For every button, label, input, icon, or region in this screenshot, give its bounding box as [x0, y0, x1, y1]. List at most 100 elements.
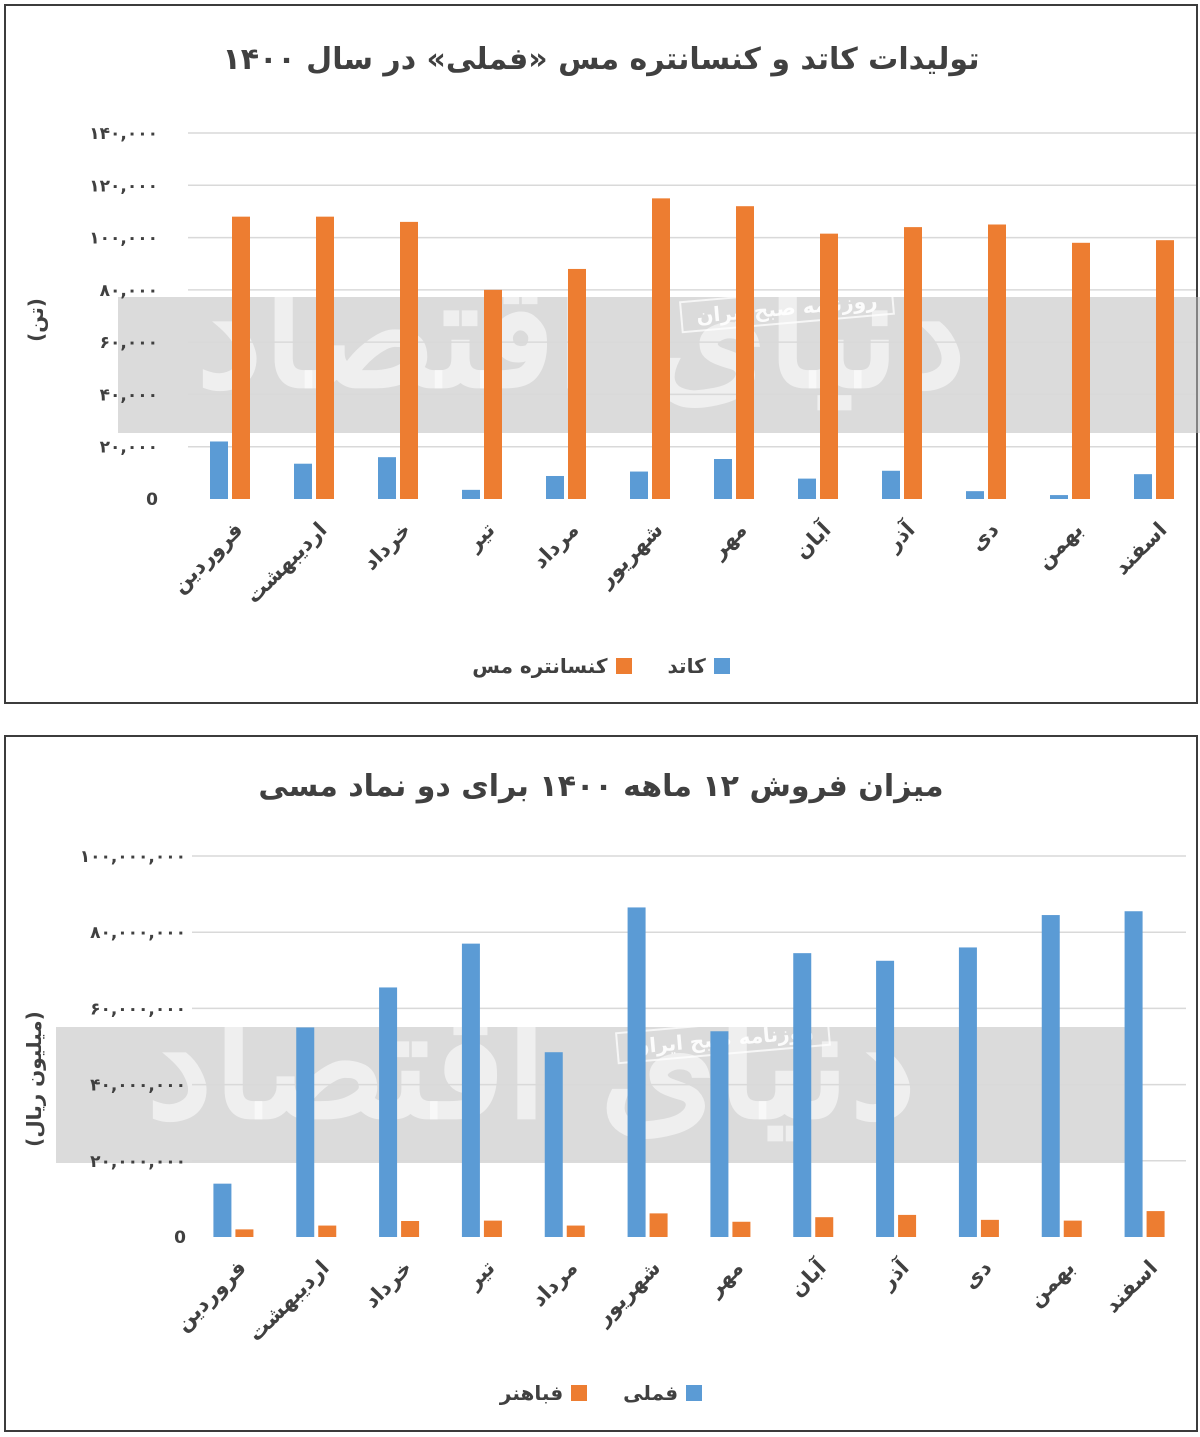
chart-panel-production: تولیدات کاتد و کنسانتره مس «فملی» در سال… [4, 4, 1200, 704]
bar-series2 [652, 198, 670, 499]
chart-title: تولیدات کاتد و کنسانتره مس «فملی» در سال… [222, 42, 980, 77]
bar-series1 [1041, 915, 1060, 1237]
x-tick-label: آذر [874, 1254, 914, 1294]
bar-series2 [649, 1213, 668, 1237]
chart-legend: کاتد کنسانتره مس [6, 654, 1196, 678]
bar-series1 [714, 459, 732, 499]
bar-series2 [815, 1217, 834, 1237]
legend-item: کنسانتره مس [472, 654, 632, 678]
x-tick-label: مرداد [527, 1256, 583, 1312]
bar-series1 [1124, 911, 1143, 1237]
x-tick-label: خرداد [358, 518, 415, 575]
y-tick-label: ۱۰۰,۰۰۰,۰۰۰ [80, 847, 186, 867]
x-tick-label: بهمن [1024, 1256, 1080, 1312]
bar-series2 [232, 216, 250, 499]
y-tick-label: ۴۰,۰۰۰ [100, 385, 158, 405]
bar-series1 [544, 1052, 563, 1237]
y-tick-label: ۱۴۰,۰۰۰ [89, 124, 158, 144]
x-tick-label: مهر [706, 518, 752, 564]
x-tick-label: تیر [461, 1256, 500, 1295]
bar-series2 [1146, 1211, 1165, 1237]
y-tick-label: ۱۰۰,۰۰۰ [89, 229, 158, 249]
bar-series1 [630, 471, 648, 499]
chart-legend: فملی فباهنر [6, 1381, 1196, 1405]
x-tick-label: اسفند [1110, 518, 1172, 580]
y-tick-label: ۴۰,۰۰۰,۰۰۰ [90, 1076, 186, 1096]
x-tick-label: آذر [880, 516, 920, 556]
chart-panel-sales: میزان فروش ۱۲ ماهه ۱۴۰۰ برای دو نماد مسی… [4, 735, 1198, 1432]
x-tick-label: خرداد [359, 1256, 416, 1313]
y-tick-label: ۲۰,۰۰۰ [100, 438, 158, 458]
x-tick-label: فروردین [167, 518, 247, 598]
y-tick-label: ۸۰,۰۰۰ [100, 281, 158, 301]
legend-label: فملی [623, 1381, 679, 1405]
bar-series1 [296, 1027, 315, 1237]
bar-series2 [736, 206, 754, 499]
x-tick-label: آبان [789, 516, 836, 563]
x-tick-label: مهر [702, 1256, 748, 1302]
x-tick-label: اسفند [1100, 1256, 1162, 1318]
bar-series2 [484, 289, 502, 499]
bar-series1 [546, 475, 564, 499]
bar-series2 [980, 1219, 999, 1237]
bar-series1 [876, 960, 895, 1237]
x-tick-label: تیر [461, 518, 500, 557]
bar-series2 [483, 1220, 502, 1237]
y-tick-label: 0 [174, 1228, 186, 1248]
x-tick-label: دی [965, 517, 1003, 555]
bar-series2 [1072, 242, 1090, 500]
y-tick-label: 0 [146, 490, 158, 510]
bar-series2 [1156, 240, 1174, 499]
bar-series1 [966, 491, 984, 499]
bar-series2 [318, 1225, 337, 1237]
x-tick-label: اردیبهشت [241, 518, 332, 609]
legend-swatch-orange [571, 1385, 588, 1401]
bar-series2 [401, 1220, 420, 1237]
bar-series1 [882, 470, 900, 499]
chart-plot-area: 0 ۲۰,۰۰۰,۰۰۰ ۴۰,۰۰۰,۰۰۰ ۶۰,۰۰۰,۰۰۰ ۸۰,۰۰۰,۰۰… [80, 847, 1186, 1347]
bar-series2 [988, 224, 1006, 499]
x-tick-label: مرداد [528, 518, 584, 574]
legend-label: فباهنر [499, 1381, 564, 1405]
bar-series1 [294, 463, 312, 499]
x-tick-label: آبان [784, 1254, 831, 1301]
bar-series1 [378, 457, 396, 499]
bar-series2 [904, 227, 922, 499]
legend-item: فملی [623, 1381, 703, 1405]
x-tick-label: شهریور [593, 518, 668, 593]
bar-series2 [1063, 1220, 1082, 1237]
bar-series2 [820, 233, 838, 499]
bar-series1 [461, 943, 480, 1237]
bar-series2 [568, 268, 586, 499]
bar-series1 [798, 478, 816, 499]
bar-series1 [1134, 474, 1152, 499]
bar-series2 [316, 216, 334, 499]
legend-swatch-blue [713, 658, 730, 674]
bar-series1 [710, 1031, 729, 1237]
chart-title: میزان فروش ۱۲ ماهه ۱۴۰۰ برای دو نماد مسی [258, 769, 944, 804]
x-tick-label: فروردین [171, 1256, 251, 1336]
bar-series1 [1050, 495, 1068, 499]
bar-series1 [213, 1183, 232, 1237]
y-tick-label: ۱۲۰,۰۰۰ [89, 176, 158, 196]
legend-label: کاتد [667, 654, 706, 678]
bar-series1 [462, 489, 480, 499]
x-tick-label: اردیبهشت [243, 1256, 334, 1347]
y-tick-label: ۶۰,۰۰۰,۰۰۰ [90, 999, 186, 1019]
legend-swatch-blue [686, 1385, 703, 1401]
bar-series2 [898, 1214, 917, 1237]
legend-swatch-orange [615, 658, 632, 674]
bar-series1 [379, 987, 398, 1237]
x-tick-label: شهریور [590, 1256, 665, 1331]
legend-item: کاتد [668, 654, 730, 678]
chart-plot-area: 0 ۲۰,۰۰۰ ۴۰,۰۰۰ ۶۰,۰۰۰ ۸۰,۰۰۰ ۱۰۰,۰۰۰ ۱۲۰,۰۰۰ ۱… [89, 124, 1196, 609]
legend-label: کنسانتره مس [472, 654, 608, 678]
x-tick-label: بهمن [1032, 518, 1088, 574]
bar-series2 [732, 1221, 751, 1237]
bar-series1 [958, 947, 977, 1237]
x-tick-label: دی [958, 1255, 996, 1293]
y-tick-label: ۶۰,۰۰۰ [100, 333, 158, 353]
bar-series1 [627, 907, 646, 1237]
bar-series1 [793, 953, 812, 1237]
y-tick-label: ۸۰,۰۰۰,۰۰۰ [90, 923, 186, 943]
